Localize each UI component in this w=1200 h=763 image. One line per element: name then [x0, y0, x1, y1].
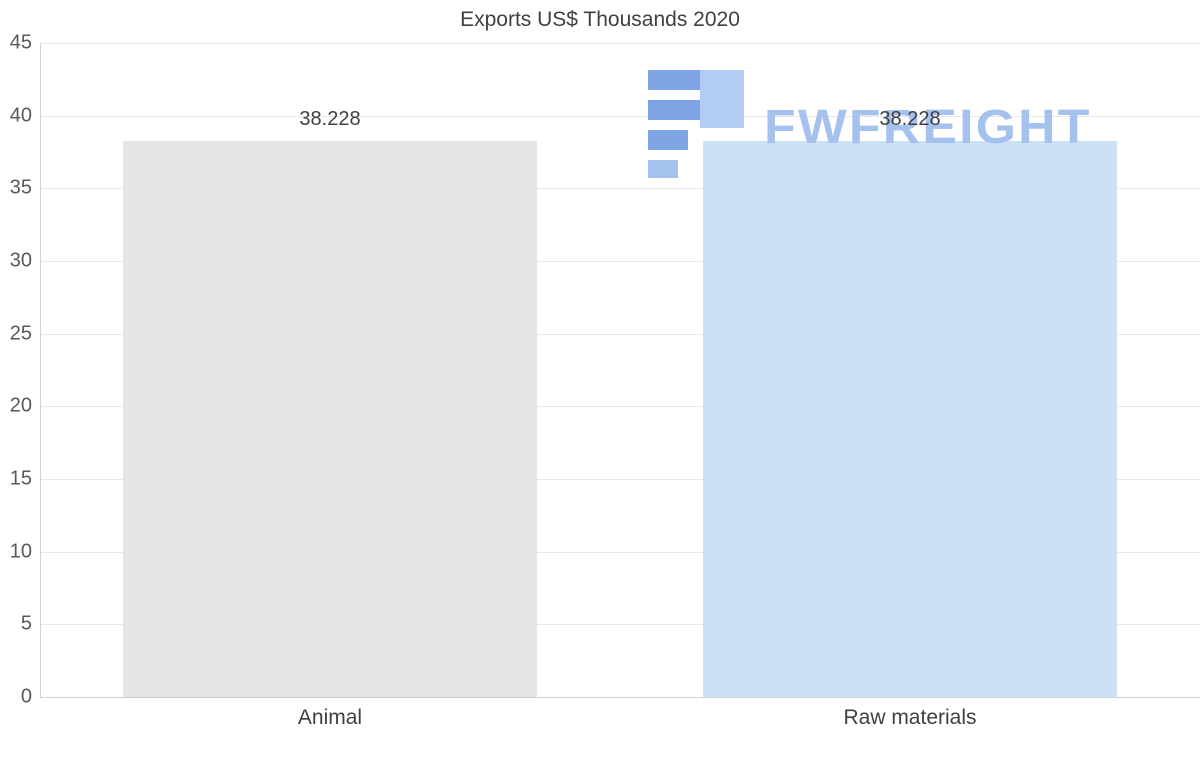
gridline [40, 624, 1200, 626]
y-tick-label: 10 [9, 540, 32, 563]
gridline [40, 260, 1200, 262]
gridline [40, 43, 1200, 44]
plot-area: 38.228 38.228 [40, 43, 1200, 698]
x-axis: Animal Raw materials [40, 706, 1200, 730]
y-tick-label: 15 [9, 467, 32, 490]
bar-animal[interactable] [122, 141, 538, 697]
gridline [40, 406, 1200, 408]
y-tick-label: 45 [9, 31, 32, 54]
value-label-raw-materials: 38.228 [879, 108, 941, 131]
chart-title: Exports US$ Thousands 2020 [460, 8, 740, 31]
y-tick-label: 0 [20, 685, 32, 708]
x-label-raw-materials: Raw materials [843, 706, 977, 729]
gridline [40, 115, 1200, 117]
gridline [40, 333, 1200, 335]
y-tick-label: 30 [9, 249, 32, 272]
y-tick-label: 5 [20, 612, 32, 635]
y-tick-label: 35 [9, 176, 32, 199]
y-tick-label: 20 [9, 394, 32, 417]
y-axis: 45 40 35 30 25 20 15 10 5 0 [0, 32, 32, 708]
bar-group-raw-materials: 38.228 [620, 43, 1200, 697]
gridline [40, 479, 1200, 480]
bar-raw-materials[interactable] [702, 141, 1118, 697]
x-label-animal: Animal [297, 706, 363, 729]
gridline [40, 188, 1200, 190]
bar-group-animal: 38.228 [40, 43, 620, 697]
bars-row: 38.228 38.228 [40, 43, 1200, 697]
gridline [40, 551, 1200, 553]
y-tick-label: 40 [9, 104, 32, 127]
value-label-animal: 38.228 [299, 108, 361, 131]
y-axis-line [40, 43, 41, 697]
x-axis-line [40, 697, 1200, 698]
y-tick-label: 25 [9, 322, 32, 345]
